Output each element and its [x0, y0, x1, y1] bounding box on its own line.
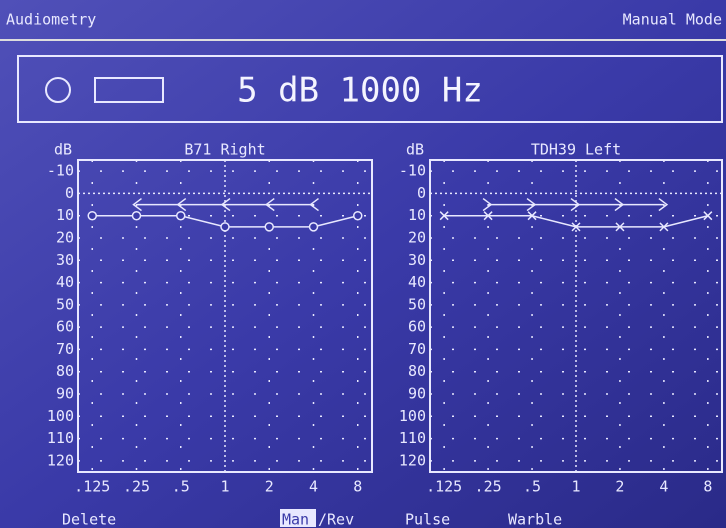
menu-item: Man: [282, 511, 309, 528]
y-tick-label: 70: [408, 340, 426, 358]
y-tick-label: 20: [56, 229, 74, 247]
y-tick-label: 10: [56, 206, 74, 224]
x-tick-label: .25: [475, 478, 502, 496]
x-tick-label: 4: [659, 478, 668, 496]
marker-circle: [88, 212, 96, 220]
y-tick-label: 20: [408, 229, 426, 247]
marker-circle: [265, 223, 273, 231]
y-tick-label: 90: [408, 385, 426, 403]
y-axis-label: dB: [54, 141, 72, 159]
x-tick-label: 4: [309, 478, 318, 496]
x-tick-label: .5: [523, 478, 541, 496]
marker-circle: [177, 212, 185, 220]
marker-circle: [221, 223, 229, 231]
y-tick-label: 10: [408, 206, 426, 224]
y-tick-label: 50: [56, 295, 74, 313]
x-tick-label: 2: [615, 478, 624, 496]
menu-item: /Rev: [318, 511, 354, 528]
marker-circle: [132, 212, 140, 220]
y-tick-label: 0: [65, 184, 74, 202]
mode: Manual Mode: [623, 11, 722, 29]
menu-item: Pulse: [405, 511, 450, 528]
panel-title: B71 Right: [184, 141, 265, 159]
y-tick-label: 0: [417, 184, 426, 202]
marker-circle: [310, 223, 318, 231]
x-tick-label: 8: [353, 478, 362, 496]
y-tick-label: 40: [56, 273, 74, 291]
status-text: 5 dB 1000 Hz: [237, 71, 483, 111]
app-title: Audiometry: [6, 11, 96, 29]
y-tick-label: 40: [408, 273, 426, 291]
y-tick-label: -10: [47, 162, 74, 180]
x-tick-label: 1: [571, 478, 580, 496]
y-tick-label: 60: [408, 318, 426, 336]
page: {"header": {"title": "Audiometry", "mode…: [0, 0, 726, 528]
y-tick-label: 110: [47, 429, 74, 447]
y-tick-label: 50: [408, 295, 426, 313]
y-tick-label: -10: [399, 162, 426, 180]
x-tick-label: 8: [703, 478, 712, 496]
menu-item: Delete: [62, 511, 116, 528]
y-axis-label: dB: [406, 141, 424, 159]
y-tick-label: 120: [47, 451, 74, 469]
x-tick-label: .125: [426, 478, 462, 496]
y-tick-label: 30: [408, 251, 426, 269]
x-tick-label: .125: [74, 478, 110, 496]
x-tick-label: .25: [123, 478, 150, 496]
screen: Audiometry Manual Mode 5 dB 1000 Hz Dele…: [0, 0, 726, 528]
y-tick-label: 70: [56, 340, 74, 358]
y-tick-label: 80: [56, 362, 74, 380]
y-tick-label: 80: [408, 362, 426, 380]
x-tick-label: .5: [172, 478, 190, 496]
x-tick-label: 2: [265, 478, 274, 496]
y-tick-label: 110: [399, 429, 426, 447]
y-tick-label: 100: [47, 407, 74, 425]
marker-circle: [354, 212, 362, 220]
menu-item: Warble: [508, 511, 562, 528]
y-tick-label: 120: [399, 451, 426, 469]
y-tick-label: 90: [56, 385, 74, 403]
y-tick-label: 30: [56, 251, 74, 269]
y-tick-label: 60: [56, 318, 74, 336]
panel-title: TDH39 Left: [531, 141, 621, 159]
x-tick-label: 1: [220, 478, 229, 496]
y-tick-label: 100: [399, 407, 426, 425]
